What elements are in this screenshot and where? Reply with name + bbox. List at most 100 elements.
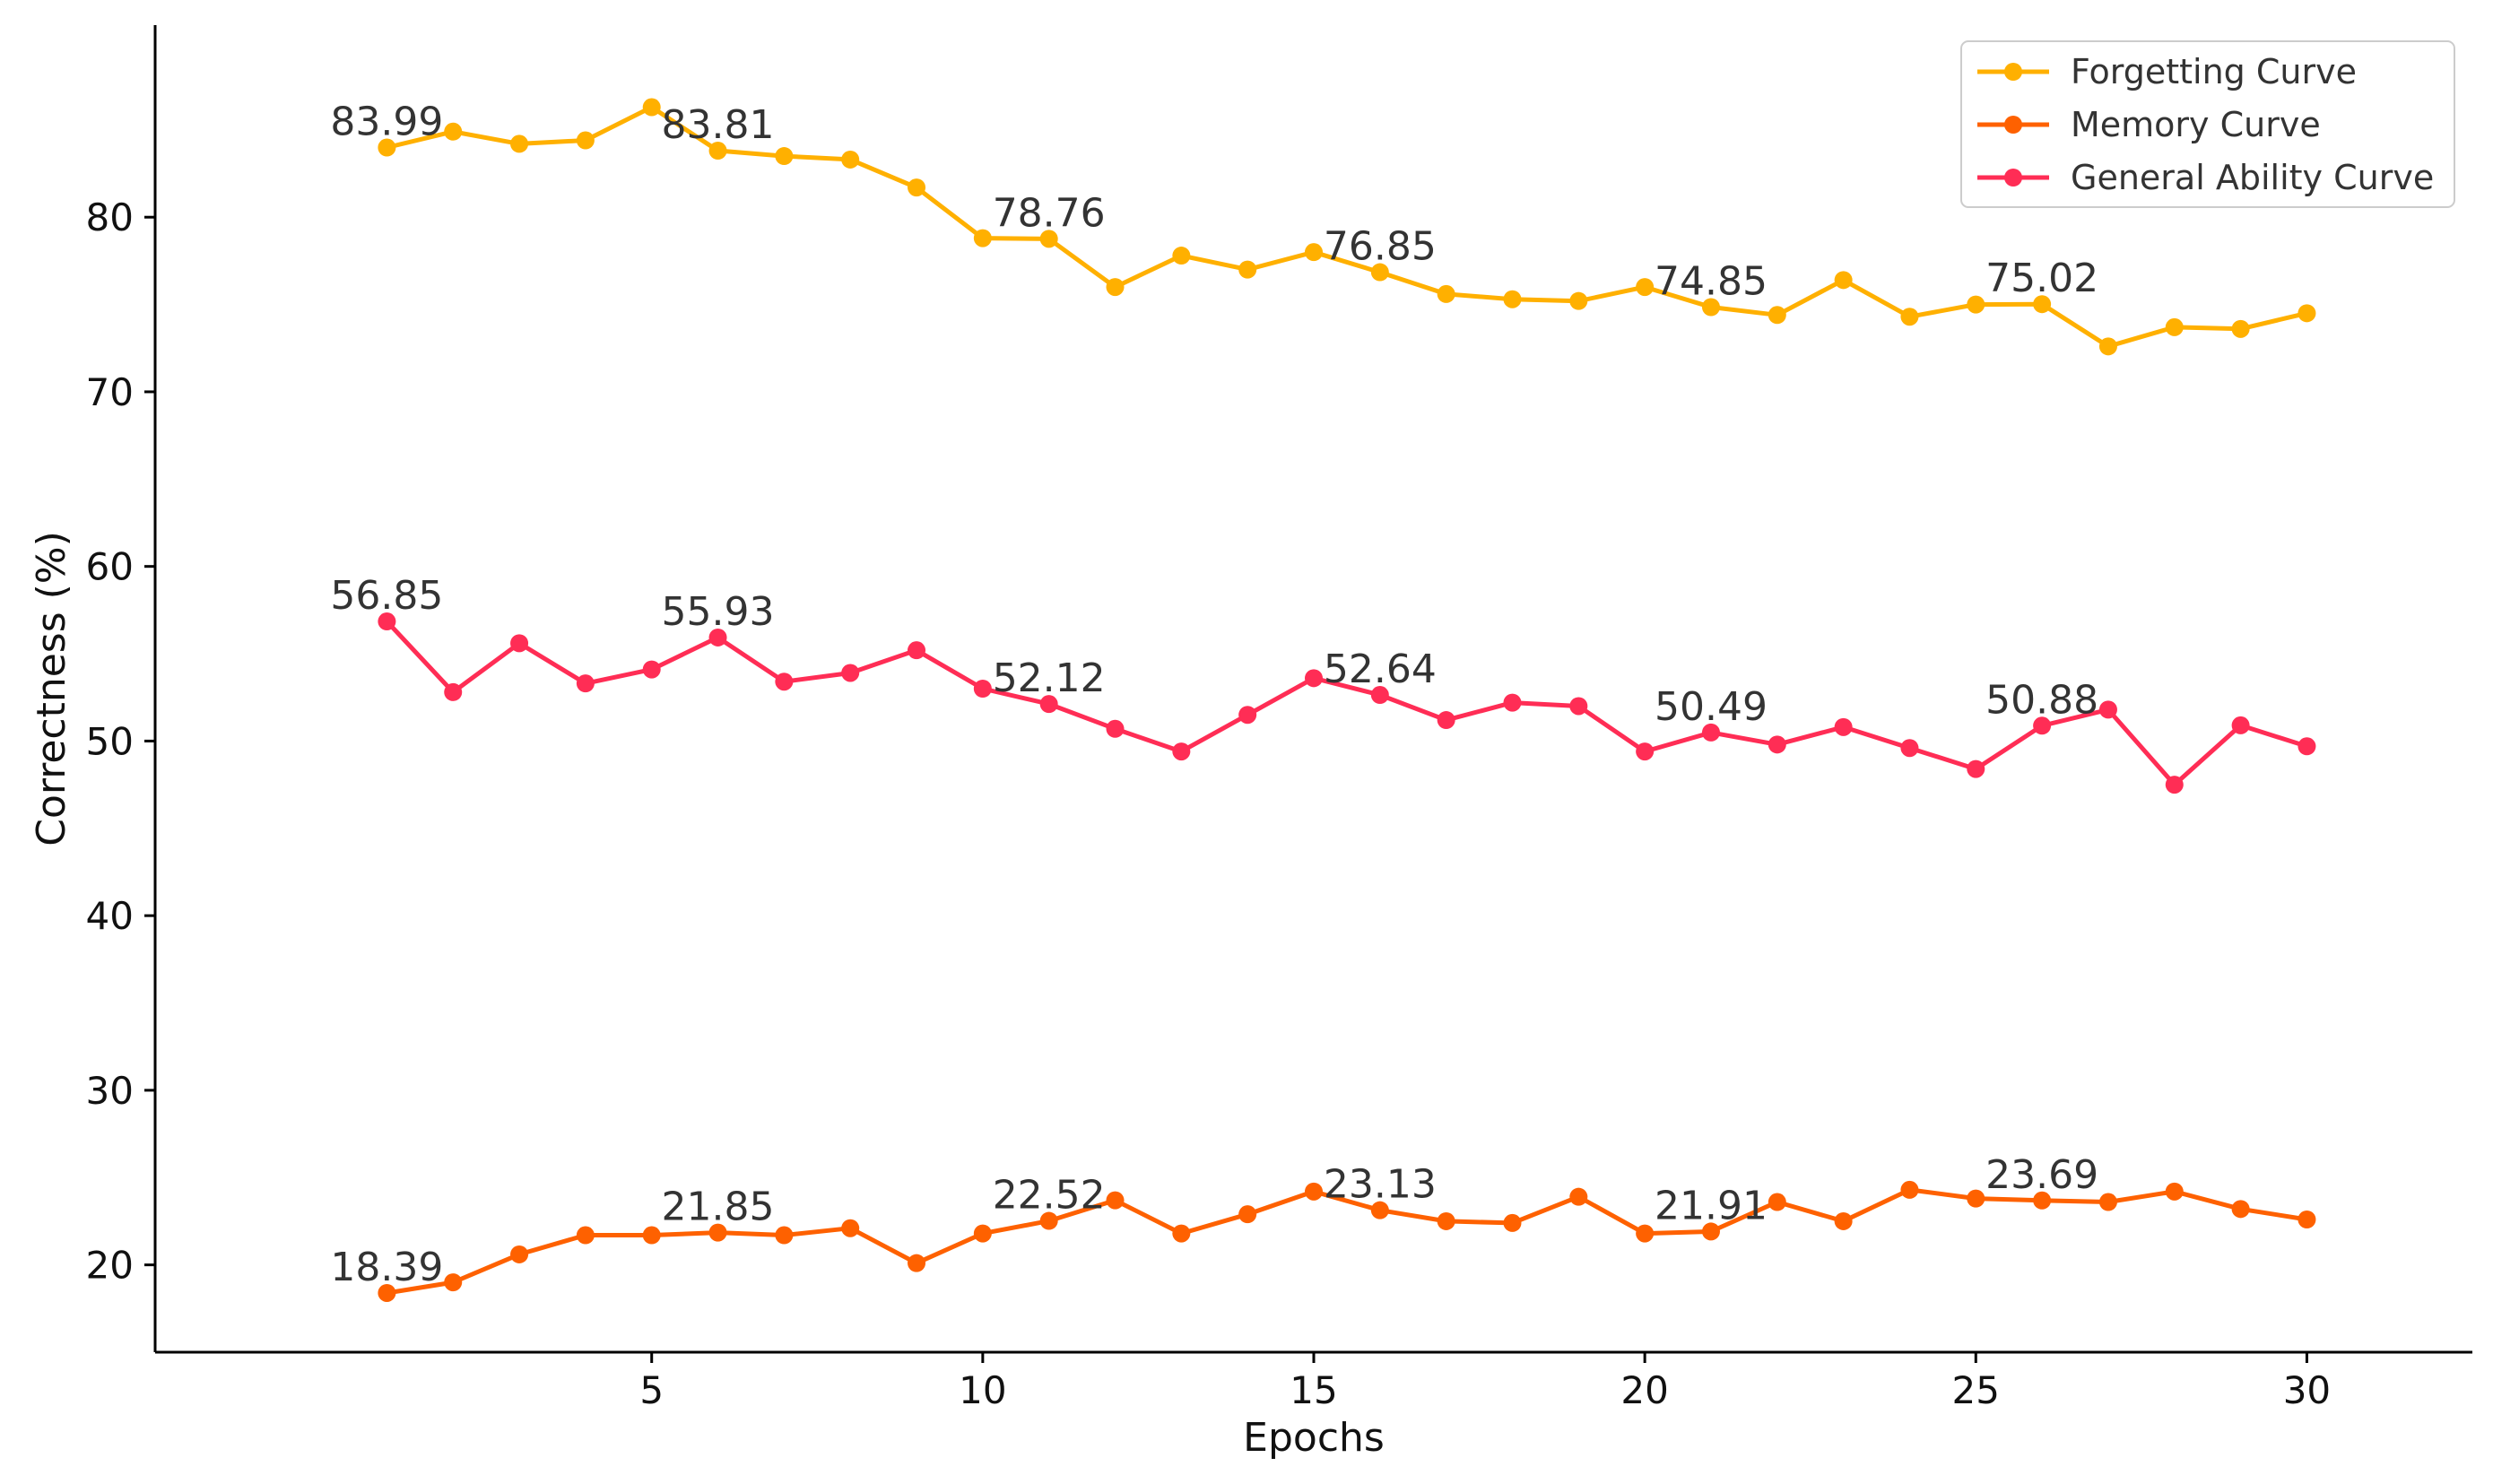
legend-frame: [1960, 40, 2455, 208]
data-point: [2033, 716, 2052, 735]
data-point: [973, 229, 992, 247]
data-point: [378, 612, 396, 631]
data-point: [1701, 723, 1720, 742]
data-point: [973, 1224, 992, 1243]
legend-swatch-marker: [2004, 63, 2022, 81]
data-point: [1370, 263, 1389, 282]
annotation-layer: 83.99 83.81 78.76 76.85 74.85 75.02 18.39 21.85…: [330, 100, 2098, 1290]
x-tick-label: 5: [639, 1368, 664, 1412]
data-point: [1701, 298, 1720, 317]
series-forgetting-curve: [378, 98, 2316, 356]
data-label: 22.52: [993, 1173, 1106, 1219]
y-tick-label: 20: [86, 1244, 134, 1288]
data-point: [2033, 295, 2052, 314]
x-tick-label: 30: [2283, 1368, 2331, 1412]
data-point: [510, 634, 529, 653]
data-point: [1305, 1182, 1323, 1201]
data-label: 23.69: [1985, 1152, 2098, 1198]
data-point: [1503, 693, 1522, 712]
legend-swatch-marker: [2004, 169, 2022, 187]
legend-entry-memory-curve: Memory Curve: [1977, 105, 2321, 144]
data-point: [1900, 1180, 1919, 1199]
data-point: [2298, 737, 2316, 756]
data-label: 21.85: [662, 1185, 775, 1230]
data-label: 83.81: [662, 102, 775, 148]
data-label: 50.88: [1985, 677, 2098, 723]
data-point: [1238, 260, 1257, 279]
data-point: [841, 150, 860, 169]
data-label: 75.02: [1985, 256, 2098, 301]
data-label: 83.99: [330, 100, 443, 145]
data-point: [444, 682, 463, 701]
data-point: [1238, 1205, 1257, 1224]
legend-label: Forgetting Curve: [2071, 52, 2357, 91]
data-point: [1172, 247, 1191, 265]
data-point: [775, 1226, 794, 1245]
data-point: [1967, 1189, 1985, 1208]
data-point: [1039, 695, 1058, 714]
data-point: [1238, 706, 1257, 725]
data-label: 76.85: [1324, 224, 1437, 270]
data-label: 74.85: [1655, 259, 1768, 305]
data-label: 78.76: [993, 190, 1106, 236]
data-point: [775, 147, 794, 166]
legend-entry-forgetting-curve: Forgetting Curve: [1977, 52, 2357, 91]
data-point: [2298, 304, 2316, 323]
data-label: 52.12: [993, 655, 1106, 701]
data-point: [1106, 278, 1125, 297]
data-point: [908, 641, 926, 660]
data-point: [908, 178, 926, 197]
data-point: [708, 1223, 727, 1242]
y-tick-label: 60: [86, 545, 134, 589]
data-point: [1569, 1187, 1588, 1206]
series-line-memory-curve: [387, 1187, 2307, 1296]
data-point: [1636, 278, 1655, 297]
data-point: [1900, 308, 1919, 326]
data-point: [908, 1254, 926, 1272]
data-point: [1370, 686, 1389, 705]
data-point: [378, 1283, 396, 1302]
data-point: [1834, 1211, 1853, 1230]
data-point: [378, 138, 396, 157]
x-tick-label: 20: [1620, 1368, 1668, 1412]
data-point: [1834, 271, 1853, 290]
ticks: 5 10 15 20 25 30 20 30 40 50 60 70 80: [86, 195, 2332, 1412]
data-point: [510, 1245, 529, 1263]
data-point: [1039, 230, 1058, 248]
data-point: [2165, 1182, 2184, 1201]
series-layer: [378, 98, 2316, 1302]
data-label: 23.13: [1324, 1162, 1437, 1208]
y-tick-label: 50: [86, 719, 134, 763]
data-point: [2098, 700, 2117, 719]
data-point: [444, 1273, 463, 1292]
data-point: [1967, 759, 1985, 778]
data-point: [642, 660, 661, 679]
data-point: [1569, 697, 1588, 716]
data-point: [841, 1219, 860, 1237]
data-point: [576, 1226, 595, 1245]
data-point: [1701, 1222, 1720, 1241]
data-point: [708, 142, 727, 161]
data-point: [2098, 337, 2117, 356]
series-memory-curve: [378, 1180, 2316, 1302]
data-point: [1768, 306, 1786, 325]
legend: Forgetting Curve Memory Curve General Abil…: [1960, 40, 2455, 208]
data-point: [2298, 1211, 2316, 1228]
data-point: [841, 664, 860, 682]
y-tick-label: 40: [86, 894, 134, 938]
data-point: [642, 1226, 661, 1245]
data-point: [2231, 319, 2250, 338]
data-point: [1503, 1213, 1522, 1232]
y-tick-label: 70: [86, 370, 134, 414]
series-general-ability-curve: [378, 612, 2316, 794]
data-point: [1106, 1191, 1125, 1210]
data-point: [1437, 711, 1455, 730]
data-point: [1305, 669, 1323, 688]
data-point: [1437, 284, 1455, 303]
data-point: [642, 98, 661, 117]
data-point: [1967, 295, 1985, 314]
series-line-forgetting-curve: [386, 105, 2307, 349]
data-point: [775, 673, 794, 691]
data-point: [1768, 1193, 1786, 1211]
